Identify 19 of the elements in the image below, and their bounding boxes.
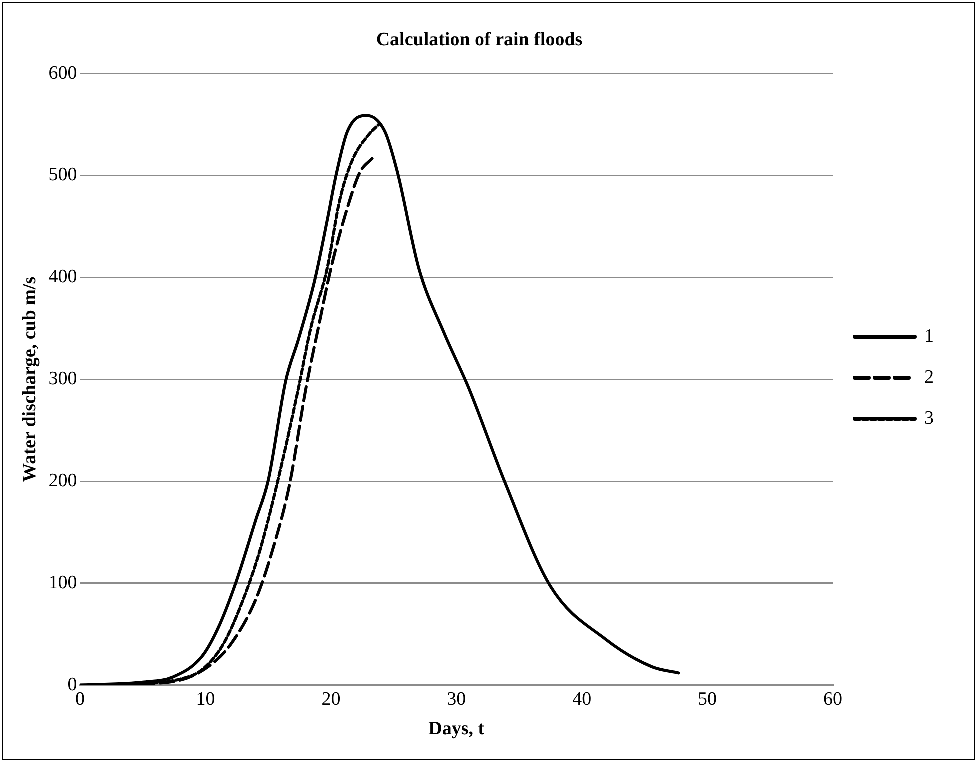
x-tick-label: 30: [447, 688, 466, 710]
y-tick-label: 0: [68, 674, 78, 696]
y-tick-label: 600: [48, 62, 78, 84]
legend-label: 3: [924, 408, 934, 429]
x-axis-title: Days, t: [428, 718, 486, 740]
y-tick-label: 300: [48, 368, 78, 390]
y-tick-label: 400: [48, 266, 78, 288]
legend-label: 2: [924, 366, 934, 388]
x-tick-label: 50: [698, 688, 718, 710]
y-tick-label: 200: [48, 470, 78, 492]
legend-label: 1: [924, 326, 934, 347]
x-tick-label: 60: [824, 688, 842, 710]
x-tick-label: 10: [196, 688, 216, 710]
y-tick-label: 500: [48, 164, 78, 186]
y-tick-label: 100: [48, 572, 78, 594]
x-tick-label: 20: [322, 688, 341, 710]
y-axis-title: Water discharge, cub m/s: [19, 276, 40, 482]
chart-title: Calculation of rain floods: [376, 29, 583, 50]
x-tick-label: 40: [572, 688, 592, 710]
